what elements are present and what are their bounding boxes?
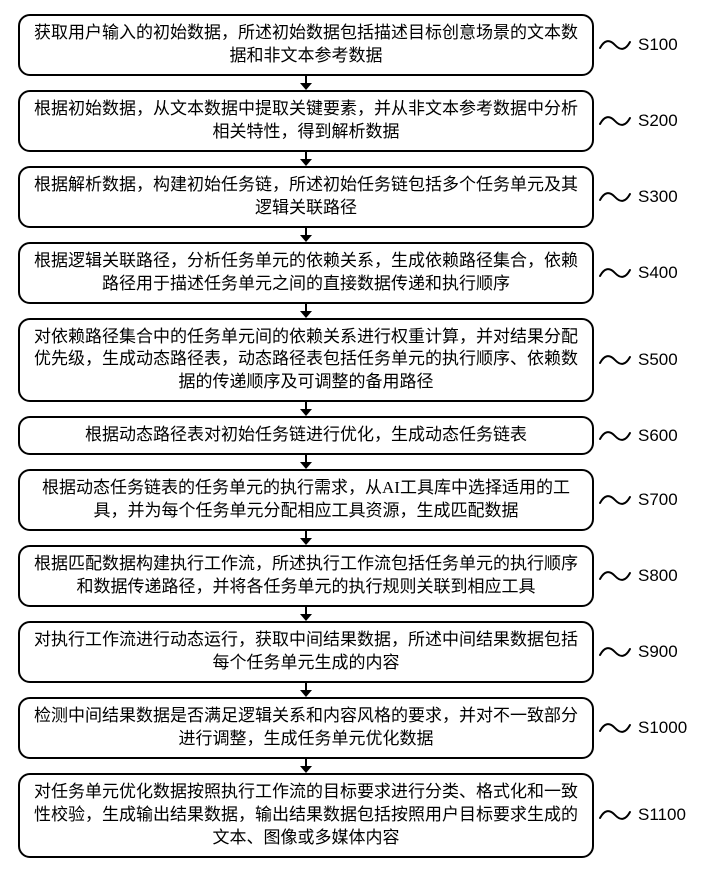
step-label: S700 <box>636 490 678 510</box>
arrow-down <box>18 76 594 90</box>
step-row: 根据初始数据，从文本数据中提取关键要素，并从非文本参考数据中分析相关特性，得到解… <box>18 90 692 152</box>
step-label: S100 <box>636 35 678 55</box>
step-box: 根据解析数据，构建初始任务链，所述初始任务链包括多个任务单元及其逻辑关联路径 <box>18 166 594 228</box>
step-box: 获取用户输入的初始数据，所述初始数据包括描述目标创意场景的文本数据和非文本参考数… <box>18 14 594 76</box>
step-label: S1100 <box>636 805 686 825</box>
step-row: 检测中间结果数据是否满足逻辑关系和内容风格的要求，并对不一致部分进行调整，生成任… <box>18 697 692 759</box>
tilde-connector <box>594 36 636 54</box>
arrow-down <box>18 304 594 318</box>
step-row: 对依赖路径集合中的任务单元间的依赖关系进行权重计算，并对结果分配优先级，生成动态… <box>18 318 692 403</box>
step-box: 检测中间结果数据是否满足逻辑关系和内容风格的要求，并对不一致部分进行调整，生成任… <box>18 697 594 759</box>
step-row: 对任务单元优化数据按照执行工作流的目标要求进行分类、格式化和一致性校验，生成输出… <box>18 773 692 858</box>
step-box: 对任务单元优化数据按照执行工作流的目标要求进行分类、格式化和一致性校验，生成输出… <box>18 773 594 858</box>
step-box: 根据初始数据，从文本数据中提取关键要素，并从非文本参考数据中分析相关特性，得到解… <box>18 90 594 152</box>
step-box: 根据动态路径表对初始任务链进行优化，生成动态任务链表 <box>18 416 594 455</box>
step-label: S600 <box>636 426 678 446</box>
arrow-down <box>18 402 594 416</box>
step-label: S900 <box>636 642 678 662</box>
step-label: S500 <box>636 350 678 370</box>
step-label: S300 <box>636 187 678 207</box>
tilde-connector <box>594 567 636 585</box>
tilde-connector <box>594 491 636 509</box>
step-row: 根据动态任务链表的任务单元的执行需求，从AI工具库中选择适用的工具，并为每个任务… <box>18 469 692 531</box>
arrow-down <box>18 759 594 773</box>
step-label: S200 <box>636 111 678 131</box>
step-row: 根据解析数据，构建初始任务链，所述初始任务链包括多个任务单元及其逻辑关联路径 S3… <box>18 166 692 228</box>
step-box: 对执行工作流进行动态运行，获取中间结果数据，所述中间结果数据包括每个任务单元生成… <box>18 621 594 683</box>
step-box: 根据逻辑关联路径，分析任务单元的依赖关系，生成依赖路径集合，依赖路径用于描述任务… <box>18 242 594 304</box>
tilde-connector <box>594 427 636 445</box>
arrow-down <box>18 531 594 545</box>
step-row: 根据匹配数据构建执行工作流，所述执行工作流包括任务单元的执行顺序和数据传递路径，… <box>18 545 692 607</box>
tilde-connector <box>594 719 636 737</box>
tilde-connector <box>594 188 636 206</box>
arrow-down <box>18 683 594 697</box>
tilde-connector <box>594 643 636 661</box>
step-row: 根据动态路径表对初始任务链进行优化，生成动态任务链表 S600 <box>18 416 692 455</box>
step-label: S400 <box>636 263 678 283</box>
tilde-connector <box>594 112 636 130</box>
tilde-connector <box>594 264 636 282</box>
tilde-connector <box>594 806 636 824</box>
arrow-down <box>18 152 594 166</box>
step-row: 获取用户输入的初始数据，所述初始数据包括描述目标创意场景的文本数据和非文本参考数… <box>18 14 692 76</box>
tilde-connector <box>594 351 636 369</box>
arrow-down <box>18 228 594 242</box>
step-row: 对执行工作流进行动态运行，获取中间结果数据，所述中间结果数据包括每个任务单元生成… <box>18 621 692 683</box>
step-label: S1000 <box>636 718 687 738</box>
flowchart: 获取用户输入的初始数据，所述初始数据包括描述目标创意场景的文本数据和非文本参考数… <box>18 14 692 858</box>
step-box: 对依赖路径集合中的任务单元间的依赖关系进行权重计算，并对结果分配优先级，生成动态… <box>18 318 594 403</box>
step-label: S800 <box>636 566 678 586</box>
step-row: 根据逻辑关联路径，分析任务单元的依赖关系，生成依赖路径集合，依赖路径用于描述任务… <box>18 242 692 304</box>
arrow-down <box>18 455 594 469</box>
step-box: 根据动态任务链表的任务单元的执行需求，从AI工具库中选择适用的工具，并为每个任务… <box>18 469 594 531</box>
arrow-down <box>18 607 594 621</box>
step-box: 根据匹配数据构建执行工作流，所述执行工作流包括任务单元的执行顺序和数据传递路径，… <box>18 545 594 607</box>
